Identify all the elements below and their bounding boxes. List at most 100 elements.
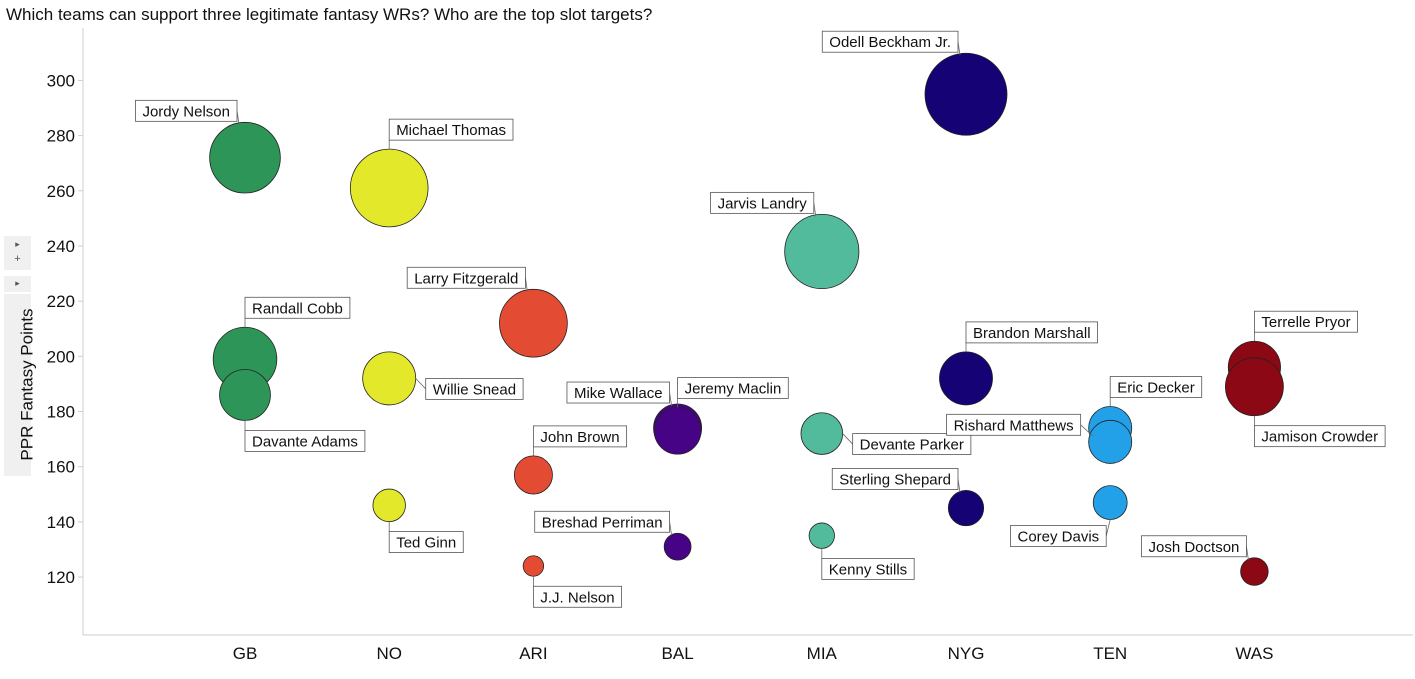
bubble-label: Ted Ginn [396, 535, 456, 552]
y-tick-label: 160 [47, 458, 75, 477]
bubble-jordy-nelson[interactable] [209, 121, 281, 194]
y-tick-label: 220 [47, 292, 75, 311]
x-tick-label: BAL [662, 644, 694, 663]
bubble-label: Jeremy Maclin [685, 380, 782, 397]
label-box [244, 430, 366, 452]
x-tick-label: MIA [807, 644, 838, 663]
bubble-josh-doctson[interactable] [1240, 557, 1269, 586]
label-box [965, 321, 1098, 344]
bubble-label: Jordy Nelson [142, 103, 230, 120]
bubble-label: Larry Fitzgerald [414, 270, 518, 287]
bubble-jarvis-landry[interactable] [784, 213, 860, 289]
label-box [821, 557, 915, 580]
bubble-davante-adams[interactable] [219, 369, 271, 421]
bubble-breshad-perriman[interactable] [663, 532, 692, 561]
bubble-label: Odell Beckham Jr. [829, 34, 951, 51]
label-box [852, 433, 972, 455]
y-tick-label: 260 [47, 182, 75, 201]
label-box [946, 413, 1082, 436]
label-box [135, 99, 238, 122]
x-tick-label: GB [233, 644, 258, 663]
label-box [1254, 310, 1358, 333]
bubble-sterling-shepard[interactable] [947, 490, 985, 527]
label-box [677, 377, 789, 399]
bubble-j-j-nelson[interactable] [522, 555, 545, 577]
bubble-label: Randall Cobb [252, 300, 343, 317]
y-tick-label: 200 [47, 347, 75, 366]
caret-icon: ▸ [15, 278, 20, 288]
bubble-label: Michael Thomas [396, 122, 506, 139]
bubble-michael-thomas[interactable] [349, 148, 429, 228]
label-box [1109, 376, 1203, 398]
bubble-label: Kenny Stills [829, 561, 907, 578]
bubble-label: John Brown [540, 429, 619, 446]
y-tick-label: 140 [47, 513, 75, 532]
label-box [533, 585, 623, 608]
plus-icon: + [14, 253, 21, 265]
bubble-john-brown[interactable] [513, 455, 553, 495]
bubble-label: Jarvis Landry [718, 195, 808, 212]
bubble-label: Jamison Crowder [1261, 429, 1378, 446]
collapse-toggle[interactable]: ▸ + [4, 236, 31, 270]
bubble-label: Corey Davis [1018, 529, 1100, 546]
bubble-label: Rishard Matthews [954, 417, 1074, 434]
label-leader-line [415, 378, 426, 390]
bubble-label: Sterling Shepard [839, 471, 951, 488]
bubble-labels: Jordy Nelson Randall Cobb Davante Adams Mic… [135, 30, 1386, 608]
label-leader-line [1080, 424, 1093, 437]
y-tick-label: 280 [47, 127, 75, 146]
label-box [534, 510, 670, 533]
label-leader-line [842, 433, 853, 445]
label-box [425, 378, 524, 400]
bubble-brandon-marshall[interactable] [939, 351, 993, 406]
axis-toggle[interactable]: ▸ [4, 276, 31, 292]
bubble-odell-beckham-jr-[interactable] [924, 52, 1008, 136]
label-box [1010, 525, 1107, 547]
bubble-larry-fitzgerald[interactable] [499, 288, 568, 358]
x-tick-label: NYG [948, 644, 985, 663]
y-tick-label: 180 [47, 403, 75, 422]
bubble-label: Mike Wallace [574, 385, 663, 402]
bubbles [209, 52, 1284, 586]
x-tick-label: NO [376, 644, 402, 663]
label-box [406, 266, 526, 289]
bubble-rishard-matthews[interactable] [1088, 419, 1133, 464]
label-box [388, 531, 464, 553]
label-leader-line [1105, 519, 1111, 537]
bubble-label: Davante Adams [252, 433, 358, 450]
y-tick-label: 120 [47, 568, 75, 587]
x-tick-label: WAS [1235, 644, 1273, 663]
bubble-label: Josh Doctson [1149, 539, 1240, 556]
bubble-label: Breshad Perriman [542, 514, 663, 531]
bubble-jamison-crowder[interactable] [1225, 357, 1284, 417]
y-axis-title-panel: PPR Fantasy Points [4, 294, 37, 476]
bubble-label: Eric Decker [1117, 380, 1195, 397]
label-box [566, 381, 670, 404]
bubble-ted-ginn[interactable] [372, 488, 406, 522]
bubble-label: J.J. Nelson [540, 589, 614, 606]
bubble-willie-snead[interactable] [362, 351, 417, 406]
bubble-jeremy-maclin[interactable] [653, 407, 702, 455]
axes: 120 140 160 180 200 220 240 260 280 300 GB NO ARI BAL… [47, 28, 1413, 663]
label-box [244, 296, 351, 319]
bubble-kenny-stills[interactable] [808, 522, 835, 549]
x-tick-label: ARI [519, 644, 547, 663]
chart-title: Which teams can support three legitimate… [6, 5, 653, 24]
label-box [710, 191, 815, 214]
label-box [388, 118, 514, 141]
label-box [1254, 425, 1386, 448]
bubble-label: Terrelle Pryor [1261, 314, 1350, 331]
label-box [821, 30, 959, 53]
bubble-corey-davis[interactable] [1092, 485, 1128, 520]
y-tick-label: 300 [47, 71, 75, 90]
bubble-label: Willie Snead [433, 381, 516, 398]
bubble-devante-parker[interactable] [800, 412, 844, 455]
bubble-label: Devante Parker [860, 437, 964, 454]
y-tick-label: 240 [47, 237, 75, 256]
label-box [533, 425, 628, 448]
caret-icon: ▸ [15, 239, 20, 249]
label-box [1141, 535, 1247, 558]
label-box [831, 468, 959, 490]
bubble-label: Brandon Marshall [973, 325, 1091, 342]
